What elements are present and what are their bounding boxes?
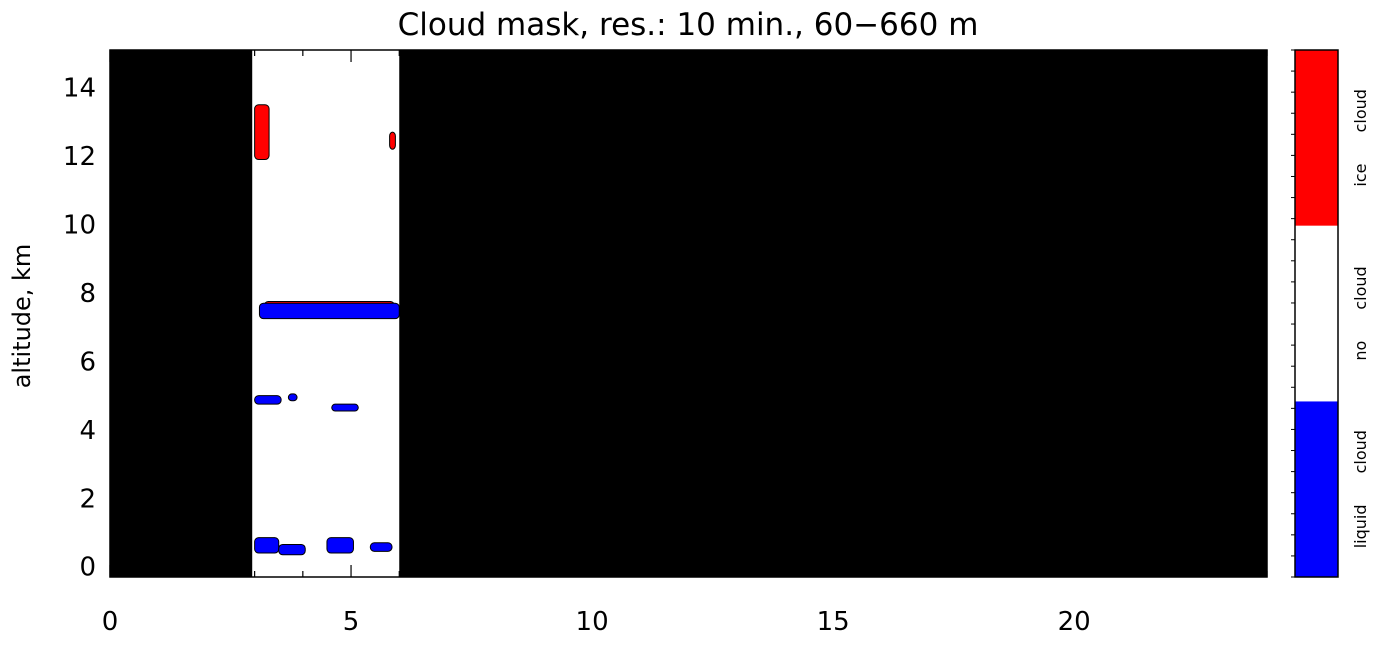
liquid-cloud-region-3 bbox=[258, 302, 400, 320]
colorbar-frame bbox=[1294, 49, 1339, 578]
y-tick-label: 0 bbox=[79, 553, 96, 583]
liquid-cloud-region-7 bbox=[254, 537, 280, 554]
x-tick-label: 0 bbox=[102, 607, 119, 637]
x-tick-label: 20 bbox=[1058, 607, 1091, 637]
y-tick-label: 10 bbox=[63, 211, 96, 241]
liquid-cloud-region-9 bbox=[326, 537, 354, 554]
liquid-cloud-region-4 bbox=[254, 395, 282, 405]
liquid-cloud-region-10 bbox=[369, 542, 393, 552]
liquid-cloud-region-8 bbox=[278, 543, 306, 556]
chart-title: Cloud mask, res.: 10 min., 60−660 m bbox=[398, 7, 979, 43]
y-tick-label: 4 bbox=[79, 416, 96, 446]
y-tick-label: 14 bbox=[63, 74, 96, 104]
y-axis-label: altitude, km bbox=[8, 244, 36, 389]
colorbar-segment-no-cloud bbox=[1295, 225, 1338, 402]
colorbar-label: no cloud bbox=[1351, 266, 1370, 360]
ice-cloud-region-1 bbox=[389, 131, 396, 150]
colorbar-label: liquid cloud bbox=[1351, 430, 1370, 548]
y-tick-label: 12 bbox=[63, 142, 96, 172]
colorbar-segment-ice-cloud bbox=[1295, 50, 1338, 226]
x-tick-label: 15 bbox=[817, 607, 850, 637]
colorbar-label: ice cloud bbox=[1351, 89, 1370, 187]
x-tick-label: 5 bbox=[343, 607, 360, 637]
y-tick-label: 2 bbox=[79, 484, 96, 514]
colorbar: liquid cloud no cloud ice cloud bbox=[1291, 49, 1370, 578]
y-tick-label: 8 bbox=[79, 279, 96, 309]
liquid-cloud-region-6 bbox=[331, 403, 359, 412]
colorbar-segment-liquid-cloud bbox=[1295, 401, 1338, 577]
liquid-cloud-region-5 bbox=[287, 393, 298, 402]
plot-area: 0 5 10 15 20 0 2 4 6 8 10 12 14 bbox=[63, 49, 1268, 637]
ice-cloud-region-0 bbox=[254, 104, 270, 161]
y-tick-label: 6 bbox=[79, 347, 96, 377]
x-tick-label: 10 bbox=[576, 607, 609, 637]
